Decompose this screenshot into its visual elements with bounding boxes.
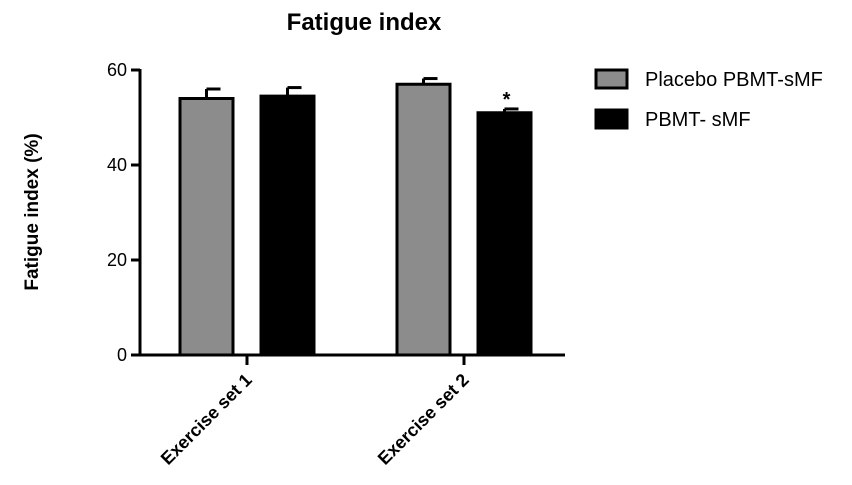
plot-area: 0 20 40 60 Exercise set 1 Exercise set 2 * [107,60,565,469]
bar [178,97,235,357]
y-tick-label: 40 [107,155,127,175]
y-tick-label: 60 [107,60,127,80]
legend-swatch [594,68,629,90]
legend: Placebo PBMT-sMF PBMT- sMF [594,68,823,131]
significance-marker: * [503,89,511,111]
y-tick-label: 20 [107,250,127,270]
x-tick-label: Exercise set 1 [157,370,256,469]
y-tick-label: 0 [117,345,127,365]
legend-label: PBMT- sMF [645,109,751,131]
legend-swatch [594,108,629,130]
legend-label: Placebo PBMT-sMF [645,69,823,91]
bar [476,111,533,357]
y-axis-title: Fatigue index (%) [22,133,43,290]
x-tick-label: Exercise set 2 [374,370,473,469]
bar [395,82,452,357]
bar [259,94,316,357]
chart-title: Fatigue index [287,9,442,36]
